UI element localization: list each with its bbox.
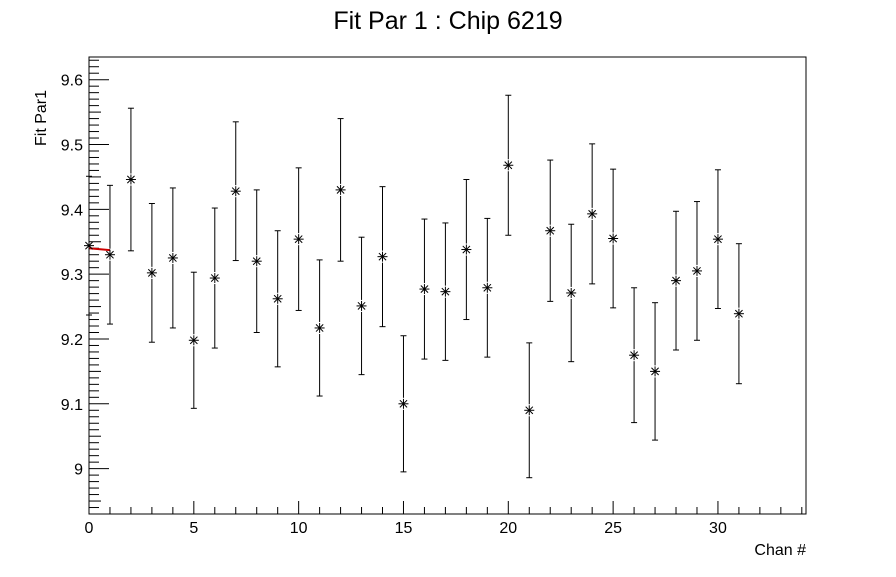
x-axis-label: Chan # (754, 542, 806, 559)
data-point (335, 118, 346, 262)
y-tick-label: 9.1 (61, 397, 83, 414)
asterisk-marker (251, 256, 262, 267)
asterisk-marker (335, 184, 346, 195)
data-point (167, 187, 178, 329)
data-point (209, 207, 220, 349)
y-axis-label: Fit Par1 (33, 90, 50, 146)
data-point (146, 202, 157, 343)
data-point (188, 271, 199, 409)
data-point (545, 159, 556, 302)
data-point (733, 243, 744, 385)
asterisk-marker (629, 350, 640, 361)
data-point (356, 236, 367, 376)
data-point (230, 121, 241, 262)
y-tick-label: 9.5 (61, 138, 83, 155)
data-point (314, 259, 325, 397)
x-tick-label: 15 (395, 520, 413, 537)
asterisk-marker (419, 284, 430, 295)
data-point (398, 335, 409, 473)
data-points (84, 94, 744, 479)
asterisk-marker (146, 267, 157, 278)
asterisk-marker (377, 251, 388, 262)
data-point (524, 342, 535, 479)
asterisk-marker (167, 252, 178, 263)
data-point (125, 107, 136, 252)
data-point (629, 287, 640, 424)
asterisk-marker (209, 273, 220, 284)
data-point (671, 210, 682, 351)
asterisk-marker (356, 300, 367, 311)
data-point (566, 223, 577, 363)
x-axis: 0 5 10 15 20 25 30 (85, 501, 803, 537)
asterisk-marker (461, 244, 472, 255)
data-point (461, 179, 472, 321)
asterisk-marker (84, 240, 94, 251)
asterisk-marker (733, 308, 744, 319)
data-point (419, 218, 430, 360)
x-tick-label: 20 (499, 520, 517, 537)
asterisk-marker (125, 174, 136, 185)
data-point (84, 175, 94, 316)
asterisk-marker (230, 186, 241, 197)
data-point (482, 217, 493, 358)
asterisk-marker (545, 225, 556, 236)
plot-frame (88, 56, 807, 515)
data-point (293, 167, 304, 311)
data-point (712, 169, 723, 310)
x-tick-label: 5 (189, 520, 198, 537)
x-tick-label: 10 (290, 520, 308, 537)
asterisk-marker (566, 287, 577, 298)
asterisk-marker (314, 322, 325, 333)
asterisk-marker (608, 233, 619, 244)
asterisk-marker (503, 160, 514, 171)
data-point (691, 201, 702, 341)
data-point (377, 186, 388, 328)
data-point (251, 189, 262, 333)
asterisk-marker (188, 335, 199, 346)
x-tick-label: 0 (85, 520, 94, 537)
asterisk-marker (440, 286, 451, 297)
chart-title: Fit Par 1 : Chip 6219 (333, 7, 562, 35)
x-tick-label: 25 (604, 520, 622, 537)
y-tick-label: 9.4 (61, 202, 83, 219)
y-tick-label: 9.3 (61, 267, 83, 284)
asterisk-marker (293, 234, 304, 245)
data-point (650, 302, 661, 441)
data-point (503, 94, 514, 236)
asterisk-marker (398, 398, 409, 409)
data-point (104, 184, 115, 325)
data-point (608, 168, 619, 309)
y-axis: 9 9.1 9.2 9.3 9.4 9.5 9.6 (61, 59, 109, 515)
y-tick-label: 9 (74, 462, 83, 479)
data-point (440, 222, 451, 361)
data-point (587, 143, 598, 285)
asterisk-marker (587, 208, 598, 219)
data-point (272, 230, 283, 368)
asterisk-marker (482, 282, 493, 293)
asterisk-marker (712, 234, 723, 245)
asterisk-marker (272, 293, 283, 304)
y-tick-label: 9.2 (61, 332, 83, 349)
x-tick-label: 30 (709, 520, 727, 537)
asterisk-marker (524, 405, 535, 416)
asterisk-marker (650, 366, 661, 377)
asterisk-marker (691, 265, 702, 276)
asterisk-marker (104, 249, 115, 260)
y-tick-label: 9.6 (61, 73, 83, 90)
asterisk-marker (671, 275, 682, 286)
